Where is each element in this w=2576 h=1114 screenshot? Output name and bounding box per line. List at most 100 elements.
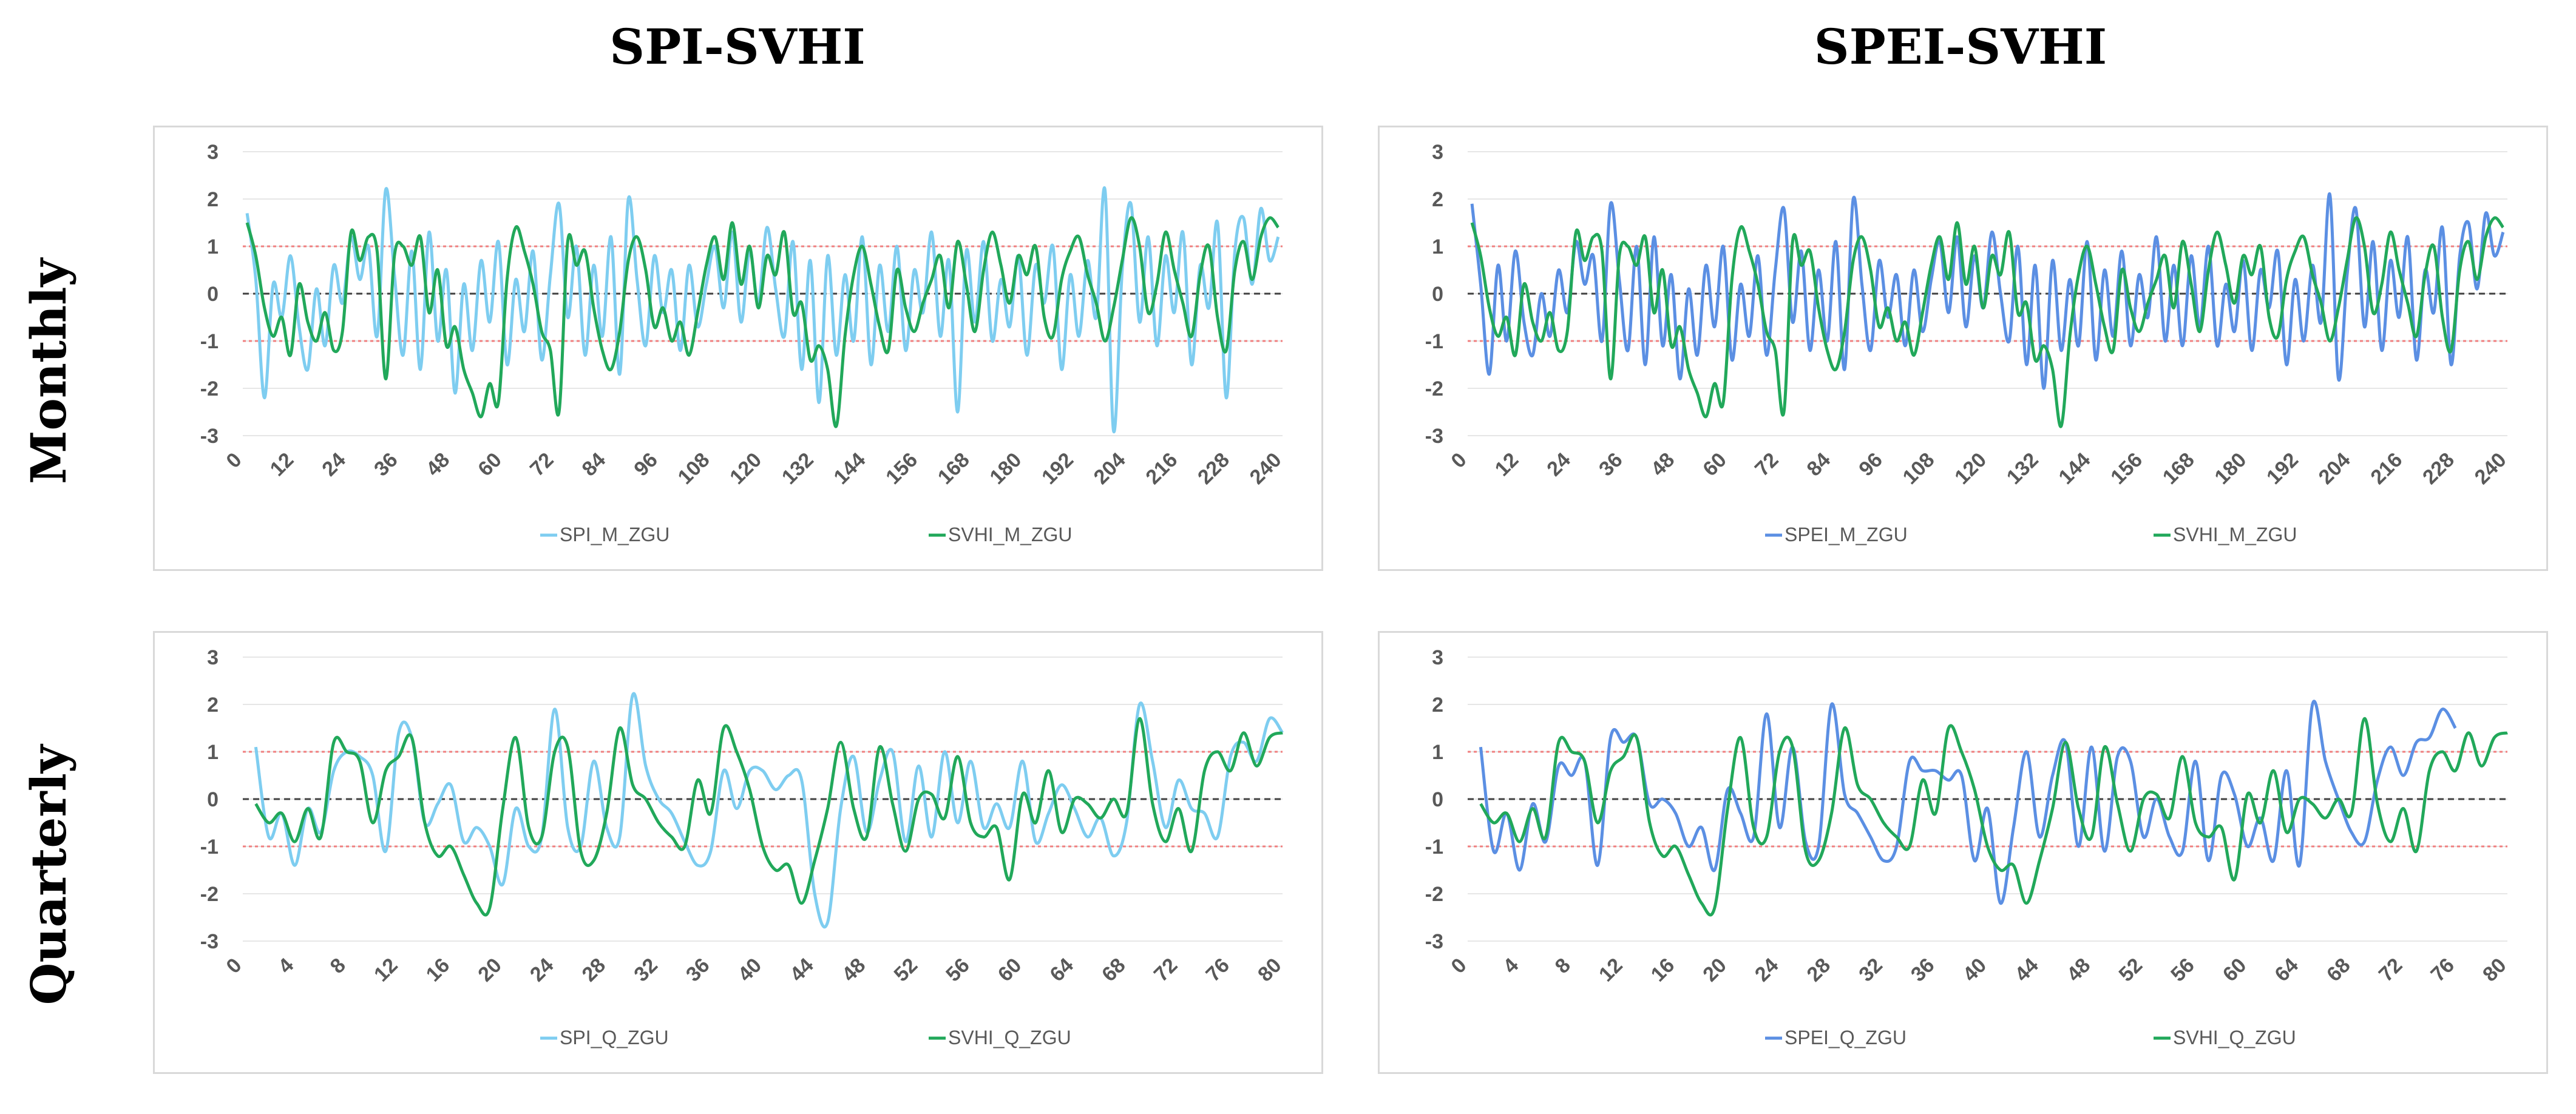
x-tick-label: 228 xyxy=(2418,448,2459,489)
x-tick-label: 120 xyxy=(725,448,766,489)
x-tick-label: 48 xyxy=(1647,448,1679,481)
y-tick-label: 0 xyxy=(207,283,219,306)
y-tick-label: -2 xyxy=(1425,883,1443,906)
x-tick-label: 24 xyxy=(1542,448,1575,481)
x-tick-label: 40 xyxy=(1959,954,1991,987)
x-tick-label: 96 xyxy=(629,448,662,481)
x-tick-label: 52 xyxy=(2114,954,2147,987)
series-line xyxy=(1470,216,2504,428)
x-tick-label: 68 xyxy=(2322,954,2355,987)
legend-label: SPI_Q_ZGU xyxy=(560,1027,669,1048)
x-tick-label: 56 xyxy=(2166,954,2199,987)
x-tick-label: 192 xyxy=(2262,448,2303,489)
x-tick-label: 12 xyxy=(266,448,299,481)
x-tick-label: 168 xyxy=(934,448,974,489)
x-tick-label: 16 xyxy=(422,954,455,987)
x-tick-label: 24 xyxy=(1751,954,1783,987)
y-tick-label: 1 xyxy=(207,235,219,258)
legend-label: SVHI_Q_ZGU xyxy=(948,1027,1071,1048)
x-tick-label: 72 xyxy=(2374,954,2407,987)
x-tick-label: 80 xyxy=(1253,954,1286,987)
y-tick-label: -1 xyxy=(200,836,219,859)
x-tick-label: 40 xyxy=(734,954,767,987)
x-tick-label: 4 xyxy=(1499,954,1523,978)
y-tick-label: 3 xyxy=(1432,141,1443,164)
x-tick-label: 48 xyxy=(422,448,455,481)
x-tick-label: 0 xyxy=(1446,448,1471,473)
x-tick-label: 68 xyxy=(1097,954,1130,987)
x-tick-label: 60 xyxy=(473,448,506,481)
y-tick-label: -3 xyxy=(1425,930,1443,953)
chart-panel-monthly-spi: 3 2 1 0 -1 -2 -3 0 12 24 36 48 60 72 84 96 108 120 132 144 1… xyxy=(153,126,1323,571)
x-tick-label: 60 xyxy=(994,954,1026,987)
x-tick-label: 36 xyxy=(370,448,402,481)
x-tick-label: 24 xyxy=(317,448,350,481)
x-tick-label: 72 xyxy=(1751,448,1783,481)
x-tick-label: 12 xyxy=(1595,954,1627,987)
x-tick-label: 60 xyxy=(1698,448,1731,481)
y-tick-label: 2 xyxy=(207,694,219,717)
legend-label: SPEI_M_ZGU xyxy=(1785,524,1908,545)
x-tick-label: 28 xyxy=(1803,954,1835,987)
x-tick-label: 180 xyxy=(2210,448,2251,489)
x-tick-label: 44 xyxy=(2010,954,2043,987)
x-tick-label: 80 xyxy=(2478,954,2511,987)
y-tick-label: -3 xyxy=(1425,425,1443,448)
x-tick-label: 144 xyxy=(2054,448,2095,489)
legend-label: SPI_M_ZGU xyxy=(560,524,669,545)
x-tick-label: 72 xyxy=(526,448,558,481)
x-tick-label: 4 xyxy=(274,954,298,978)
x-tick-label: 96 xyxy=(1854,448,1887,481)
y-tick-label: -1 xyxy=(1425,836,1443,859)
x-tick-label: 156 xyxy=(2106,448,2147,489)
x-tick-label: 192 xyxy=(1037,448,1078,489)
row-label-quarterly: Quarterly xyxy=(20,744,77,1005)
y-tick-label: -2 xyxy=(200,883,219,906)
x-tick-label: 144 xyxy=(829,448,870,489)
x-tick-label: 108 xyxy=(1899,448,1939,489)
x-tick-label: 60 xyxy=(2218,954,2251,987)
x-tick-label: 216 xyxy=(2366,448,2407,489)
legend-label: SVHI_M_ZGU xyxy=(948,524,1072,545)
y-tick-label: 2 xyxy=(207,188,219,211)
x-tick-label: 48 xyxy=(2062,954,2095,987)
legend-label: SPEI_Q_ZGU xyxy=(1785,1027,1907,1048)
x-tick-label: 228 xyxy=(1193,448,1234,489)
x-tick-label: 240 xyxy=(1246,448,1286,489)
y-tick-label: 0 xyxy=(1432,788,1443,811)
x-tick-label: 0 xyxy=(222,448,246,473)
x-tick-label: 84 xyxy=(578,448,611,481)
x-tick-label: 36 xyxy=(1907,954,1939,987)
x-tick-label: 240 xyxy=(2470,448,2511,489)
x-tick-label: 28 xyxy=(578,954,611,987)
x-tick-label: 8 xyxy=(1551,954,1575,978)
x-tick-label: 76 xyxy=(2426,954,2459,987)
x-tick-label: 44 xyxy=(785,954,818,987)
chart-panel-monthly-spei: 3 2 1 0 -1 -2 -3 0 12 24 36 48 60 72 84 96 108 120 132 144 1… xyxy=(1378,126,2548,571)
y-tick-label: -3 xyxy=(200,425,219,448)
legend-label: SVHI_Q_ZGU xyxy=(2173,1027,2296,1048)
chart-panel-quarterly-spei: 3 2 1 0 -1 -2 -3 0 4 8 12 16 20 24 28 32 36 40 44 48 52 56 60 6… xyxy=(1378,631,2548,1074)
x-tick-label: 72 xyxy=(1150,954,1182,987)
series-line xyxy=(254,717,1283,917)
y-tick-label: 1 xyxy=(207,741,219,764)
x-tick-label: 48 xyxy=(838,954,870,987)
x-tick-label: 52 xyxy=(889,954,922,987)
x-tick-label: 108 xyxy=(674,448,714,489)
series-line xyxy=(1470,192,2505,390)
x-tick-label: 0 xyxy=(222,954,246,978)
x-tick-label: 36 xyxy=(682,954,714,987)
x-tick-label: 84 xyxy=(1803,448,1835,481)
x-tick-label: 32 xyxy=(1854,954,1887,987)
row-label-monthly: Monthly xyxy=(20,258,77,485)
y-tick-label: 3 xyxy=(207,646,219,669)
x-tick-label: 64 xyxy=(2270,954,2303,987)
x-tick-label: 24 xyxy=(526,954,558,987)
x-tick-label: 120 xyxy=(1950,448,1991,489)
x-tick-label: 204 xyxy=(1090,448,1130,489)
x-tick-label: 20 xyxy=(1698,954,1731,987)
